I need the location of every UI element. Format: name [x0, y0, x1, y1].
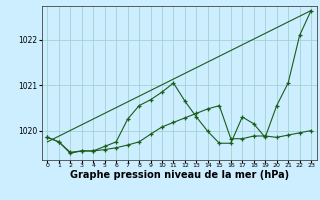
X-axis label: Graphe pression niveau de la mer (hPa): Graphe pression niveau de la mer (hPa)	[70, 170, 289, 180]
